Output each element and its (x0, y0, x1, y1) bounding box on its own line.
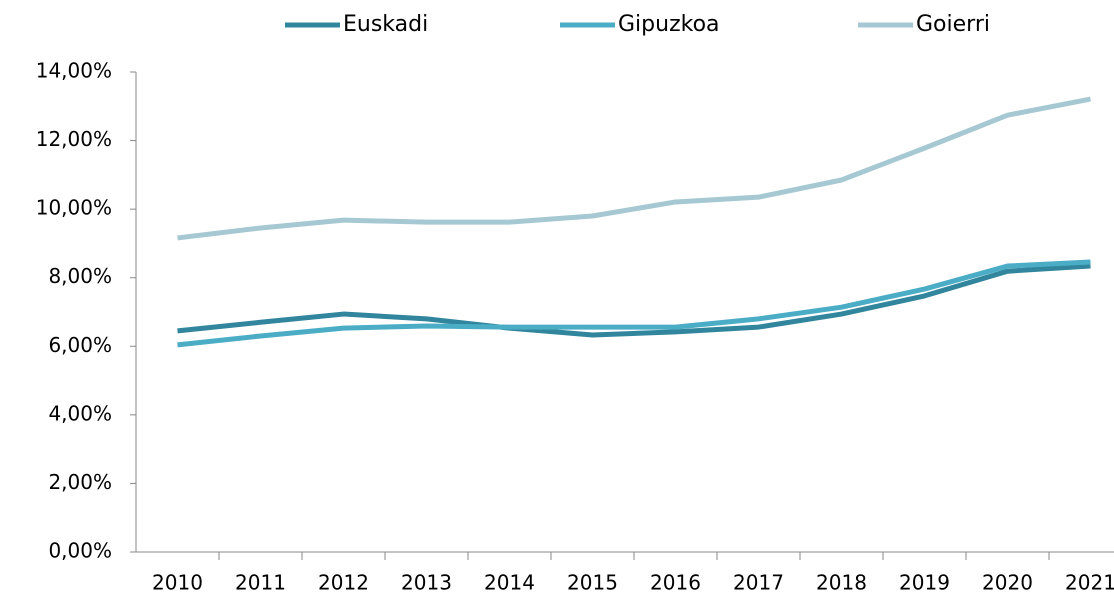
y-tick-label: 12,00% (36, 127, 112, 151)
x-tick-label: 2020 (982, 571, 1033, 595)
x-tick-label: 2021 (1065, 571, 1114, 595)
legend-label: Gipuzkoa (618, 12, 720, 37)
x-tick-label: 2017 (733, 571, 784, 595)
x-tick-label: 2010 (152, 571, 203, 595)
y-tick-label: 2,00% (48, 470, 112, 494)
x-tick-label: 2018 (816, 571, 867, 595)
x-tick-label: 2013 (401, 571, 452, 595)
y-tick-label: 14,00% (36, 59, 112, 83)
x-tick-label: 2011 (235, 571, 286, 595)
y-tick-label: 4,00% (48, 401, 112, 425)
x-tick-label: 2012 (318, 571, 369, 595)
y-tick-label: 8,00% (48, 264, 112, 288)
series-line (177, 263, 1091, 338)
legend-label: Euskadi (343, 12, 428, 37)
x-tick-label: 2014 (484, 571, 535, 595)
legend-label: Goierri (916, 12, 990, 37)
y-tick-label: 10,00% (36, 196, 112, 220)
x-tick-label: 2015 (567, 571, 618, 595)
series-line (177, 259, 1091, 348)
y-tick-label: 0,00% (48, 539, 112, 563)
y-tick-label: 6,00% (48, 333, 112, 357)
series-line (177, 96, 1091, 241)
x-tick-label: 2019 (899, 571, 950, 595)
x-tick-label: 2016 (650, 571, 701, 595)
